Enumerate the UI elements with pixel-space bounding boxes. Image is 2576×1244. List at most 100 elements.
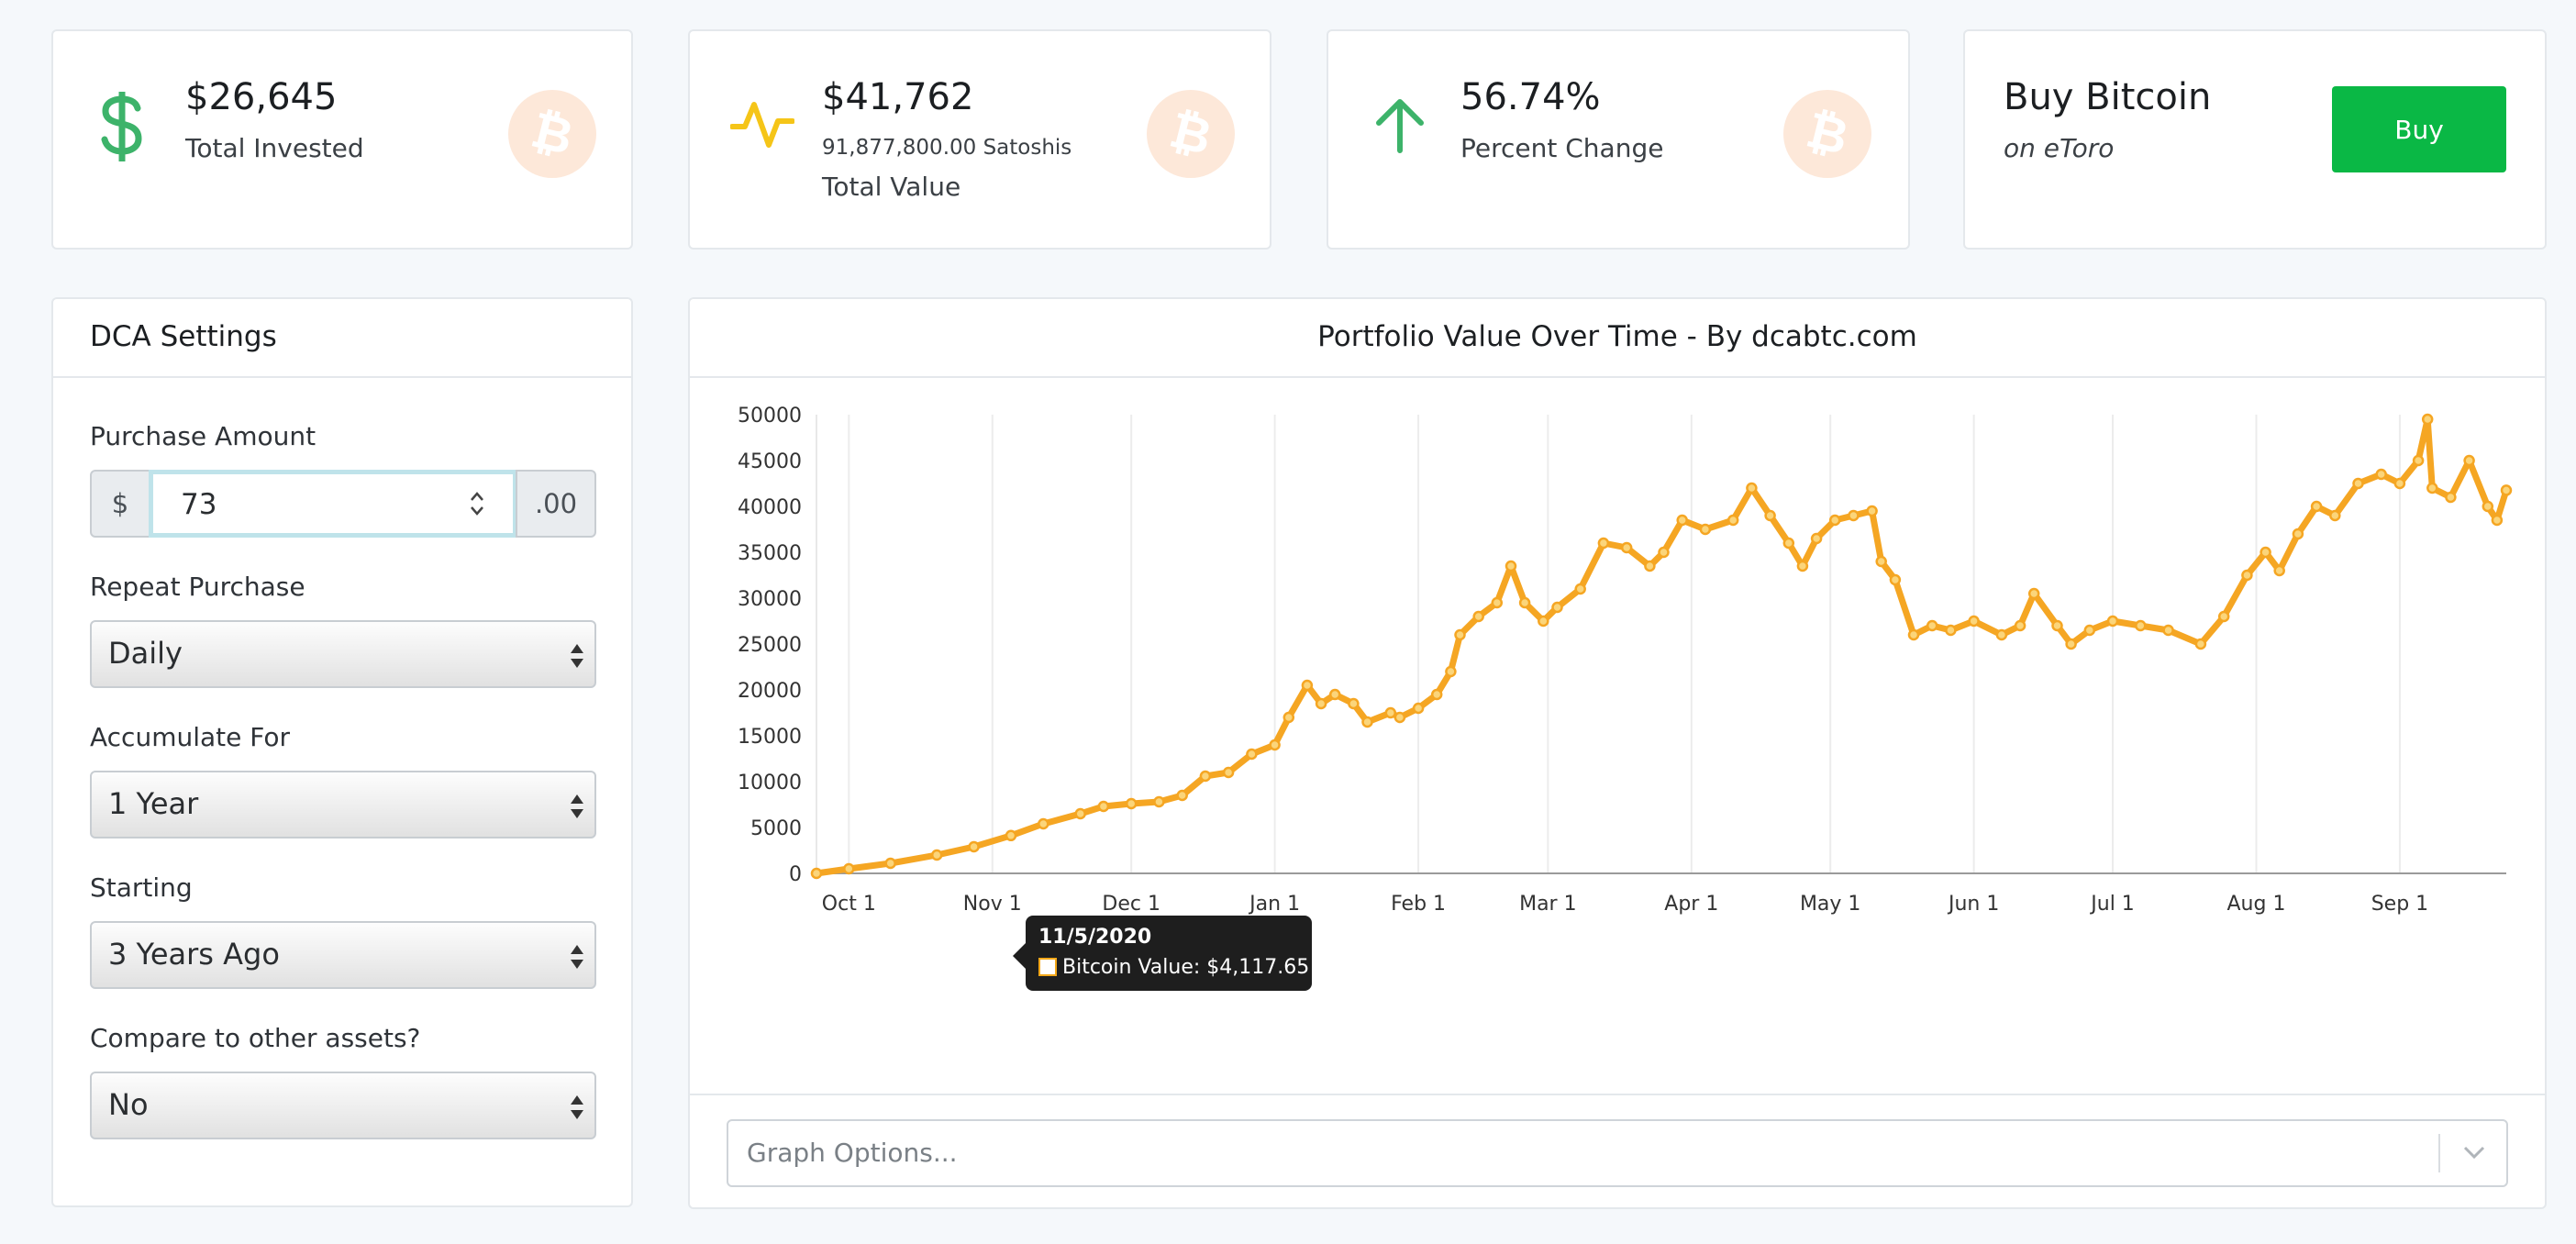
data-point[interactable]: [1445, 665, 1457, 678]
data-point[interactable]: [1538, 615, 1549, 628]
data-point[interactable]: [1945, 624, 1957, 637]
data-point[interactable]: [1074, 807, 1086, 820]
data-point[interactable]: [884, 857, 896, 870]
data-point[interactable]: [1676, 514, 1688, 527]
repeat-purchase-label: Repeat Purchase: [90, 572, 305, 602]
data-point[interactable]: [1848, 509, 1860, 522]
data-point[interactable]: [930, 849, 943, 861]
data-point[interactable]: [1125, 797, 1138, 810]
data-point[interactable]: [2393, 477, 2406, 490]
tooltip-date: 11/5/2020: [1038, 926, 1152, 949]
data-point[interactable]: [1644, 560, 1656, 572]
data-point[interactable]: [1796, 560, 1809, 572]
data-point[interactable]: [968, 840, 980, 853]
portfolio-chart[interactable]: 0 5000 10000 15000 20000 25000 30000 35000 40000…: [690, 378, 2545, 1022]
y-tick-label: 50000: [738, 405, 802, 428]
data-point[interactable]: [1764, 509, 1776, 522]
data-point[interactable]: [1597, 537, 1610, 550]
data-point[interactable]: [2083, 624, 2096, 637]
data-point[interactable]: [1315, 697, 1327, 710]
data-point[interactable]: [2375, 468, 2387, 481]
data-point[interactable]: [2065, 638, 2077, 650]
data-point[interactable]: [2106, 615, 2119, 628]
data-point[interactable]: [1430, 688, 1443, 701]
chevron-down-icon[interactable]: [2462, 1145, 2486, 1160]
data-point[interactable]: [1454, 628, 1466, 641]
data-point[interactable]: [2014, 619, 2026, 632]
data-point[interactable]: [1505, 560, 1517, 572]
data-point[interactable]: [1384, 706, 1397, 719]
data-point[interactable]: [1282, 711, 1295, 724]
data-point[interactable]: [1658, 546, 1670, 559]
data-point[interactable]: [1746, 482, 1758, 494]
data-point[interactable]: [2292, 528, 2304, 540]
data-point[interactable]: [1699, 523, 1712, 536]
data-point[interactable]: [1995, 628, 2008, 641]
buy-bitcoin-title: Buy Bitcoin: [2004, 76, 2212, 118]
data-point[interactable]: [2426, 482, 2438, 494]
data-point[interactable]: [1926, 619, 1938, 632]
purchase-amount-input[interactable]: 73: [149, 470, 517, 538]
data-point[interactable]: [1866, 505, 1878, 517]
graph-options-select[interactable]: Graph Options...: [727, 1119, 2508, 1187]
data-point[interactable]: [1828, 514, 1841, 527]
data-point[interactable]: [2162, 624, 2174, 637]
data-point[interactable]: [1199, 770, 1212, 783]
data-point[interactable]: [1968, 615, 1980, 628]
data-point[interactable]: [1491, 596, 1504, 609]
starting-select[interactable]: 3 Years Ago: [90, 921, 596, 989]
data-point[interactable]: [2329, 509, 2341, 522]
data-point[interactable]: [2445, 491, 2457, 504]
data-point[interactable]: [1412, 702, 1425, 715]
data-point[interactable]: [1097, 800, 1110, 813]
data-point[interactable]: [1222, 766, 1235, 779]
data-point[interactable]: [1889, 573, 1902, 586]
data-point[interactable]: [1620, 541, 1633, 554]
data-point[interactable]: [2482, 500, 2494, 513]
data-point[interactable]: [2352, 477, 2364, 490]
data-point[interactable]: [1361, 716, 1373, 728]
data-point[interactable]: [2241, 569, 2253, 582]
data-point[interactable]: [1176, 789, 1188, 802]
data-point[interactable]: [2027, 587, 2040, 600]
data-point[interactable]: [1005, 829, 1017, 842]
data-point[interactable]: [2500, 484, 2513, 496]
data-point[interactable]: [843, 862, 855, 875]
data-point[interactable]: [2194, 638, 2207, 650]
data-point[interactable]: [2463, 454, 2475, 467]
data-point[interactable]: [2217, 610, 2230, 623]
data-point[interactable]: [1551, 601, 1563, 614]
repeat-purchase-select[interactable]: Daily: [90, 620, 596, 688]
data-point[interactable]: [1782, 537, 1795, 550]
data-point[interactable]: [2260, 546, 2271, 559]
data-point[interactable]: [1269, 739, 1281, 751]
data-point[interactable]: [1472, 610, 1484, 623]
accumulate-for-select[interactable]: 1 Year: [90, 771, 596, 839]
data-point[interactable]: [2310, 500, 2323, 513]
compare-assets-select[interactable]: No: [90, 1072, 596, 1139]
data-point[interactable]: [1875, 555, 1887, 568]
data-point[interactable]: [1727, 514, 1739, 527]
data-point[interactable]: [2135, 619, 2147, 632]
data-point[interactable]: [1393, 711, 1406, 724]
data-point[interactable]: [2491, 514, 2504, 527]
data-point[interactable]: [1574, 583, 1586, 595]
data-point[interactable]: [1810, 532, 1823, 545]
data-point[interactable]: [1153, 795, 1165, 808]
data-point[interactable]: [2051, 619, 2063, 632]
data-point[interactable]: [1907, 628, 1920, 641]
data-point[interactable]: [2273, 564, 2285, 577]
data-point[interactable]: [1348, 697, 1360, 710]
stepper-icon[interactable]: [469, 488, 485, 519]
data-point[interactable]: [1518, 596, 1531, 609]
data-point[interactable]: [810, 867, 823, 880]
buy-button[interactable]: Buy: [2332, 86, 2506, 172]
data-point[interactable]: [2421, 413, 2434, 426]
data-point[interactable]: [1038, 817, 1049, 830]
x-tick-label: May 1: [1800, 893, 1860, 916]
data-point[interactable]: [2412, 454, 2425, 467]
data-point[interactable]: [1301, 679, 1314, 692]
data-point[interactable]: [1328, 688, 1341, 701]
x-tick-label: Mar 1: [1519, 893, 1577, 916]
data-point[interactable]: [1246, 748, 1258, 761]
